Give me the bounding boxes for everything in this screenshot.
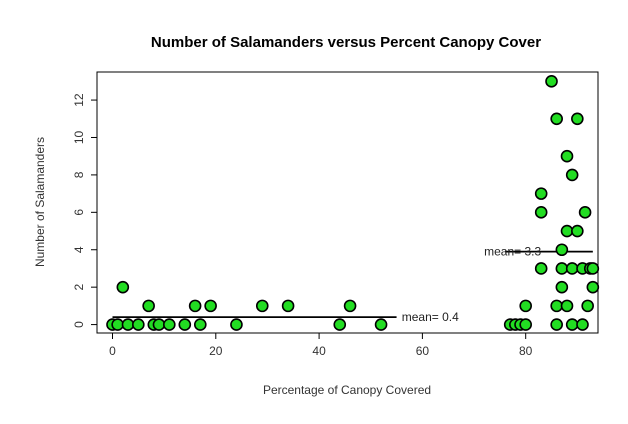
data-point xyxy=(204,299,217,313)
y-tick-label: 6 xyxy=(72,209,86,216)
data-point xyxy=(576,318,589,331)
data-point xyxy=(343,299,357,313)
data-point xyxy=(142,299,155,313)
data-point xyxy=(188,299,202,313)
data-point xyxy=(163,318,176,331)
data-point xyxy=(193,318,207,331)
data-point xyxy=(555,262,569,275)
y-tick-label: 8 xyxy=(72,171,86,178)
data-point xyxy=(255,299,269,313)
y-tick-label: 0 xyxy=(72,321,86,328)
data-point xyxy=(281,299,295,313)
data-point xyxy=(152,318,166,331)
data-point xyxy=(578,206,592,219)
data-point xyxy=(560,224,574,238)
x-tick-label: 40 xyxy=(312,344,326,358)
y-tick-label: 12 xyxy=(72,93,86,107)
x-axis: 0 20 40 60 80 xyxy=(109,332,533,358)
data-point xyxy=(555,280,569,294)
data-point xyxy=(550,299,563,313)
data-point xyxy=(586,280,600,294)
x-tick-label: 80 xyxy=(519,344,533,358)
data-point xyxy=(534,262,548,275)
data-point xyxy=(550,318,563,331)
plot-frame xyxy=(96,71,599,334)
data-point xyxy=(534,206,548,219)
data-point xyxy=(519,318,532,331)
data-point xyxy=(121,318,135,331)
data-point xyxy=(132,318,145,331)
data-point xyxy=(581,299,594,313)
y-axis-label: Number of Salamanders xyxy=(33,137,47,267)
data-point xyxy=(111,318,124,331)
x-tick-label: 20 xyxy=(209,344,223,358)
data-point xyxy=(545,75,558,88)
data-point xyxy=(333,318,347,331)
data-point xyxy=(586,262,600,275)
data-point xyxy=(571,224,584,238)
y-tick-label: 4 xyxy=(72,246,86,253)
data-point xyxy=(565,262,579,275)
x-tick-label: 60 xyxy=(416,344,430,358)
data-point xyxy=(178,318,192,331)
data-point xyxy=(571,112,584,126)
data-point xyxy=(230,318,243,331)
data-point xyxy=(565,318,579,331)
mean-label: mean= 3.3 xyxy=(484,245,541,259)
mean-label: mean= 0.4 xyxy=(402,310,459,324)
chart-title: Number of Salamanders versus Percent Can… xyxy=(151,34,541,51)
data-point xyxy=(560,299,574,313)
data-point xyxy=(560,149,574,163)
y-axis: 0 2 4 6 8 10 12 xyxy=(72,93,98,328)
x-tick-label: 0 xyxy=(109,344,116,358)
data-point xyxy=(565,168,579,182)
data-point xyxy=(519,299,532,313)
data-point xyxy=(116,280,130,294)
data-point xyxy=(555,243,569,257)
data-point xyxy=(534,187,548,200)
data-point xyxy=(550,112,563,126)
y-tick-label: 10 xyxy=(72,130,86,144)
x-axis-label: Percentage of Canopy Covered xyxy=(263,383,431,397)
data-point xyxy=(374,318,388,331)
y-tick-label: 2 xyxy=(72,284,86,291)
data-points xyxy=(106,75,600,331)
mean-lines: mean= 0.4 mean= 3.3 xyxy=(112,245,593,324)
